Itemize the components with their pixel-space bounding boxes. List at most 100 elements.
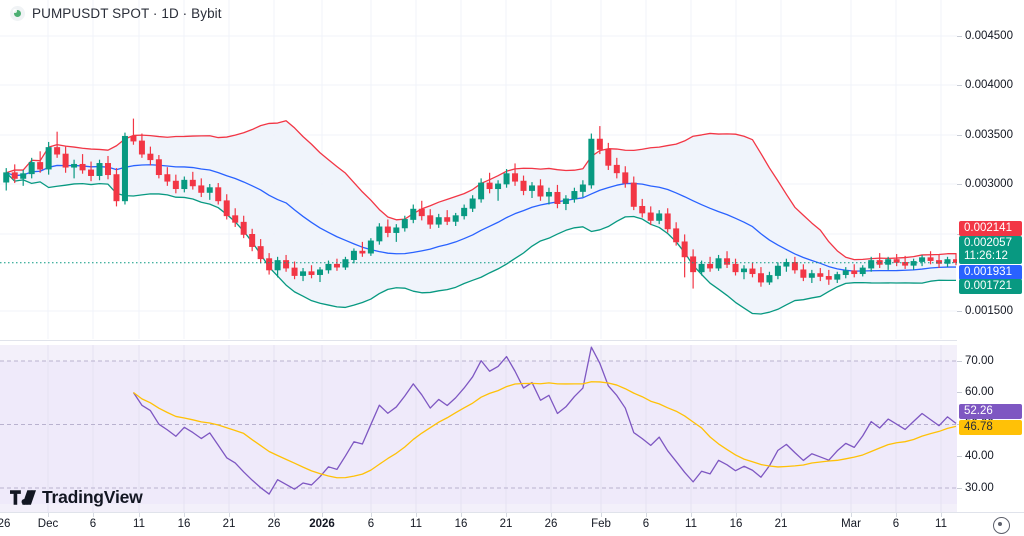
time-axis-tick	[229, 513, 230, 517]
candle-body	[495, 183, 502, 190]
candle-body	[249, 233, 256, 247]
rsi-ma-badge[interactable]: 46.78	[959, 420, 1022, 435]
lower-band-badge[interactable]: 0.001721	[959, 279, 1022, 294]
time-tick-label: 26	[0, 518, 11, 530]
candle-body	[749, 268, 756, 275]
time-axis-tick	[646, 513, 647, 517]
candle-body	[308, 271, 315, 275]
candle-body	[944, 259, 951, 264]
basis-badge[interactable]: 0.001931	[959, 265, 1022, 280]
candle-body	[936, 260, 943, 264]
time-axis-tick	[461, 513, 462, 517]
axis-tick	[957, 456, 962, 457]
candle-body	[350, 250, 357, 261]
candle-body	[172, 180, 179, 190]
time-tick-label: 6	[642, 518, 650, 530]
rsi-tick-label: 70.00	[965, 355, 994, 367]
candle-body	[300, 271, 307, 276]
candle-body	[325, 263, 332, 271]
time-axis-tick	[781, 513, 782, 517]
candle-body	[571, 191, 578, 200]
candle-body	[851, 270, 858, 275]
time-tick-label: 2026	[309, 518, 335, 530]
time-tick-label: 26	[544, 518, 558, 530]
time-axis-tick	[506, 513, 507, 517]
badge-value: 0.001931	[964, 266, 1012, 278]
candle-body	[529, 185, 536, 191]
time-scale[interactable]: 26 Dec 6 11 16 21 26 2026 6 11 16 21 26 Feb 6 11 16 21 Mar…	[0, 512, 1024, 536]
candle-body	[605, 149, 612, 166]
candle-body	[868, 260, 875, 269]
axis-tick	[957, 184, 962, 185]
candle-body	[486, 182, 493, 190]
time-tick-label: 21	[499, 518, 513, 530]
candle-body	[893, 259, 900, 263]
candle-body	[96, 163, 103, 176]
candle-body	[71, 163, 78, 168]
price-tick-label: 0.001500	[965, 305, 1013, 317]
candle-body	[673, 228, 680, 243]
time-tick-label: 6	[89, 518, 97, 530]
price-tick-label: 0.003000	[965, 178, 1013, 190]
rsi-chart-canvas	[0, 345, 957, 512]
crosshair-target-icon[interactable]	[993, 517, 1010, 534]
candle-body	[545, 191, 552, 197]
pane-divider	[0, 340, 1024, 341]
axis-tick	[957, 392, 962, 393]
candle-body	[800, 269, 807, 278]
candle-body	[223, 200, 230, 217]
candle-body	[113, 174, 120, 202]
last-price-badge[interactable]: 0.002057 11:26:12	[959, 236, 1022, 264]
candle-body	[147, 153, 154, 161]
rsi-value-badge[interactable]: 52.26	[959, 404, 1022, 419]
bollinger-fill	[6, 120, 957, 314]
rsi-tick-label: 30.00	[965, 482, 994, 494]
symbol-title[interactable]: PUMPUSDT SPOT · 1D · Bybit	[32, 6, 222, 21]
rsi-gridlines	[47, 345, 942, 512]
upper-band-badge[interactable]: 0.002141	[959, 221, 1022, 236]
candlestick-series	[3, 118, 957, 289]
badge-value: 0.002141	[964, 222, 1012, 234]
price-pane[interactable]	[0, 0, 957, 339]
candle-body	[503, 173, 510, 185]
rsi-pane[interactable]	[0, 345, 957, 512]
badge-value: 46.78	[964, 421, 993, 433]
candle-body	[359, 250, 366, 254]
bollinger-lower-line	[5, 172, 956, 315]
time-tick-label: 26	[267, 518, 281, 530]
candle-body	[791, 262, 798, 271]
candle-body	[418, 208, 425, 217]
candle-body	[316, 269, 323, 275]
candle-body	[232, 215, 239, 223]
candle-body	[588, 138, 595, 186]
tradingview-logo-icon	[10, 490, 36, 505]
time-tick-label: 16	[729, 518, 743, 530]
chart-legend[interactable]: PUMPUSDT SPOT · 1D · Bybit	[10, 6, 222, 21]
rsi-tick-label: 40.00	[965, 450, 994, 462]
candle-body	[274, 260, 281, 271]
time-tick-label: 21	[222, 518, 236, 530]
time-tick-label: 16	[454, 518, 468, 530]
candle-body	[834, 274, 841, 280]
candle-body	[130, 135, 137, 142]
candle-body	[266, 258, 273, 271]
axis-tick	[957, 85, 962, 86]
time-axis-tick	[851, 513, 852, 517]
time-axis-tick	[736, 513, 737, 517]
candle-body	[105, 163, 112, 176]
candle-body	[291, 267, 298, 276]
time-axis-tick	[139, 513, 140, 517]
bollinger-basis-line	[6, 164, 956, 272]
time-tick-label: 11	[685, 518, 697, 530]
badge-value: 0.001721	[964, 280, 1012, 292]
rsi-line	[132, 346, 957, 495]
candle-body	[783, 262, 790, 267]
candle-body	[435, 217, 442, 225]
candle-body	[410, 208, 417, 220]
candle-body	[808, 273, 815, 278]
candle-body	[88, 169, 95, 176]
rsi-tick-label: 60.00	[965, 386, 994, 398]
price-scale[interactable]: 0.0045000.0040000.0035000.0030000.002500…	[957, 0, 1024, 512]
candle-body	[3, 172, 10, 183]
